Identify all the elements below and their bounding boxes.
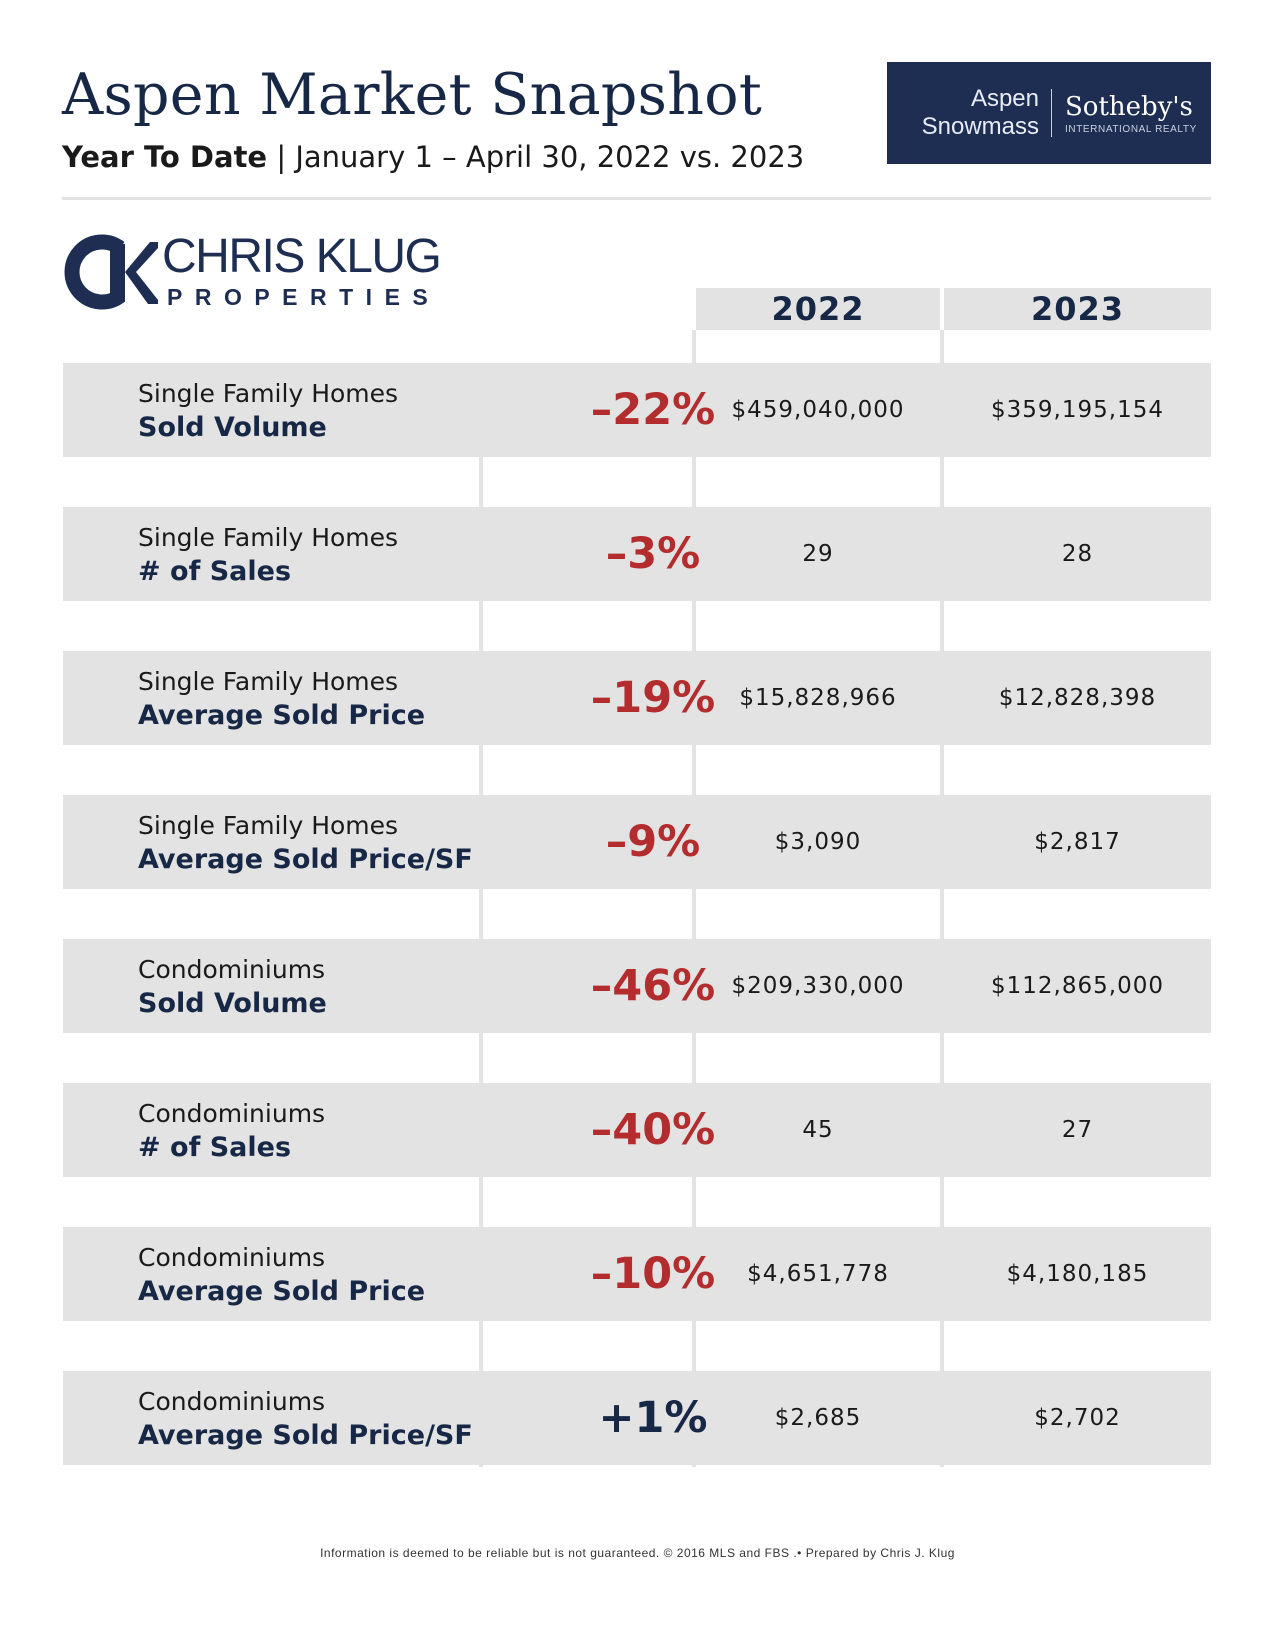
sothebys-logo-location: Aspen Snowmass bbox=[887, 85, 1051, 141]
subtitle-period: Year To Date bbox=[62, 140, 268, 174]
ck-logo-sub: PROPERTIES bbox=[167, 284, 441, 310]
row-metric: # of Sales bbox=[138, 1132, 292, 1163]
table-row: Single Family Homes Sold Volume –22% $45… bbox=[63, 363, 1211, 457]
value-2022: $15,828,966 bbox=[739, 685, 897, 711]
column-header-2022: 2022 bbox=[696, 288, 940, 330]
percent-change: +1% bbox=[598, 1393, 708, 1443]
row-label: Single Family Homes # of Sales bbox=[138, 521, 398, 589]
row-category: Single Family Homes bbox=[138, 811, 399, 840]
row-label: Single Family Homes Average Sold Price/S… bbox=[138, 809, 473, 877]
sothebys-logo: Aspen Snowmass Sotheby's INTERNATIONAL R… bbox=[887, 62, 1211, 164]
row-label: Condominiums Average Sold Price/SF bbox=[138, 1385, 473, 1453]
page-subtitle: Year To Date | January 1 – April 30, 202… bbox=[62, 140, 804, 174]
logo-divider bbox=[1051, 89, 1052, 137]
row-label: Single Family Homes Sold Volume bbox=[138, 377, 398, 445]
row-category: Single Family Homes bbox=[138, 379, 399, 408]
ck-monogram-icon bbox=[64, 234, 158, 310]
logo-line-aspen: Aspen bbox=[970, 85, 1039, 112]
table-row: Condominiums Average Sold Price –10% $4,… bbox=[63, 1227, 1211, 1321]
row-metric: Sold Volume bbox=[138, 988, 327, 1019]
row-metric: Average Sold Price/SF bbox=[138, 1420, 473, 1451]
percent-change: –40% bbox=[590, 1105, 716, 1155]
table-row: Single Family Homes Average Sold Price –… bbox=[63, 651, 1211, 745]
header-divider bbox=[62, 197, 1211, 200]
percent-change: –3% bbox=[605, 529, 701, 579]
value-2022: $4,651,778 bbox=[747, 1261, 889, 1287]
sothebys-logo-brand: Sotheby's INTERNATIONAL REALTY bbox=[1052, 92, 1197, 135]
percent-change: –46% bbox=[590, 961, 716, 1011]
row-metric: # of Sales bbox=[138, 556, 292, 587]
row-category: Single Family Homes bbox=[138, 523, 399, 552]
column-divider bbox=[692, 330, 696, 1467]
value-2023: 28 bbox=[1061, 541, 1094, 567]
logo-brand-name: Sotheby's bbox=[1065, 91, 1193, 122]
value-2022: 45 bbox=[802, 1117, 834, 1143]
percent-change: –19% bbox=[590, 673, 716, 723]
value-2023: $112,865,000 bbox=[991, 973, 1164, 999]
row-label: Single Family Homes Average Sold Price bbox=[138, 665, 425, 733]
table-row: Single Family Homes Average Sold Price/S… bbox=[63, 795, 1211, 889]
value-2023: $2,817 bbox=[1034, 829, 1121, 855]
value-2022: $2,685 bbox=[774, 1405, 862, 1431]
row-category: Condominiums bbox=[138, 955, 326, 984]
value-2023: 27 bbox=[1061, 1117, 1094, 1143]
column-divider bbox=[940, 330, 944, 1467]
table-row: Condominiums Sold Volume –46% $209,330,0… bbox=[63, 939, 1211, 1033]
percent-change: –9% bbox=[605, 817, 701, 867]
disclaimer-footer: Information is deemed to be reliable but… bbox=[320, 1546, 955, 1560]
row-category: Condominiums bbox=[138, 1099, 326, 1128]
percent-change: –22% bbox=[590, 385, 716, 435]
row-label: Condominiums Average Sold Price bbox=[138, 1241, 425, 1309]
value-2022: $209,330,000 bbox=[731, 973, 905, 999]
ck-logo-name: CHRIS KLUG bbox=[162, 230, 442, 283]
value-2023: $2,702 bbox=[1034, 1405, 1121, 1431]
column-header-2023: 2023 bbox=[944, 288, 1211, 330]
table-row: Condominiums Average Sold Price/SF +1% $… bbox=[63, 1371, 1211, 1465]
row-metric: Average Sold Price/SF bbox=[138, 844, 473, 875]
row-category: Condominiums bbox=[138, 1387, 326, 1416]
row-metric: Average Sold Price bbox=[138, 700, 426, 731]
value-2023: $4,180,185 bbox=[1006, 1261, 1149, 1287]
row-metric: Average Sold Price bbox=[138, 1276, 426, 1307]
subtitle-dates: | January 1 – April 30, 2022 vs. 2023 bbox=[267, 140, 805, 174]
page-title: Aspen Market Snapshot bbox=[62, 62, 763, 128]
table-row: Single Family Homes # of Sales –3% 29 28 bbox=[63, 507, 1211, 601]
row-label: Condominiums Sold Volume bbox=[138, 953, 327, 1021]
table-row: Condominiums # of Sales –40% 45 27 bbox=[63, 1083, 1211, 1177]
chris-klug-logo: CHRIS KLUG PROPERTIES bbox=[62, 230, 442, 312]
value-2023: $359,195,154 bbox=[991, 397, 1164, 423]
row-label: Condominiums # of Sales bbox=[138, 1097, 325, 1165]
logo-tagline: INTERNATIONAL REALTY bbox=[1065, 123, 1197, 135]
row-category: Condominiums bbox=[138, 1243, 326, 1272]
value-2022: $459,040,000 bbox=[731, 397, 905, 423]
percent-change: –10% bbox=[590, 1249, 716, 1299]
value-2022: 29 bbox=[802, 541, 834, 567]
logo-line-snowmass: Snowmass bbox=[921, 113, 1039, 140]
value-2023: $12,828,398 bbox=[998, 685, 1157, 711]
value-2022: $3,090 bbox=[774, 829, 862, 855]
row-category: Single Family Homes bbox=[138, 667, 399, 696]
row-metric: Sold Volume bbox=[138, 412, 327, 443]
